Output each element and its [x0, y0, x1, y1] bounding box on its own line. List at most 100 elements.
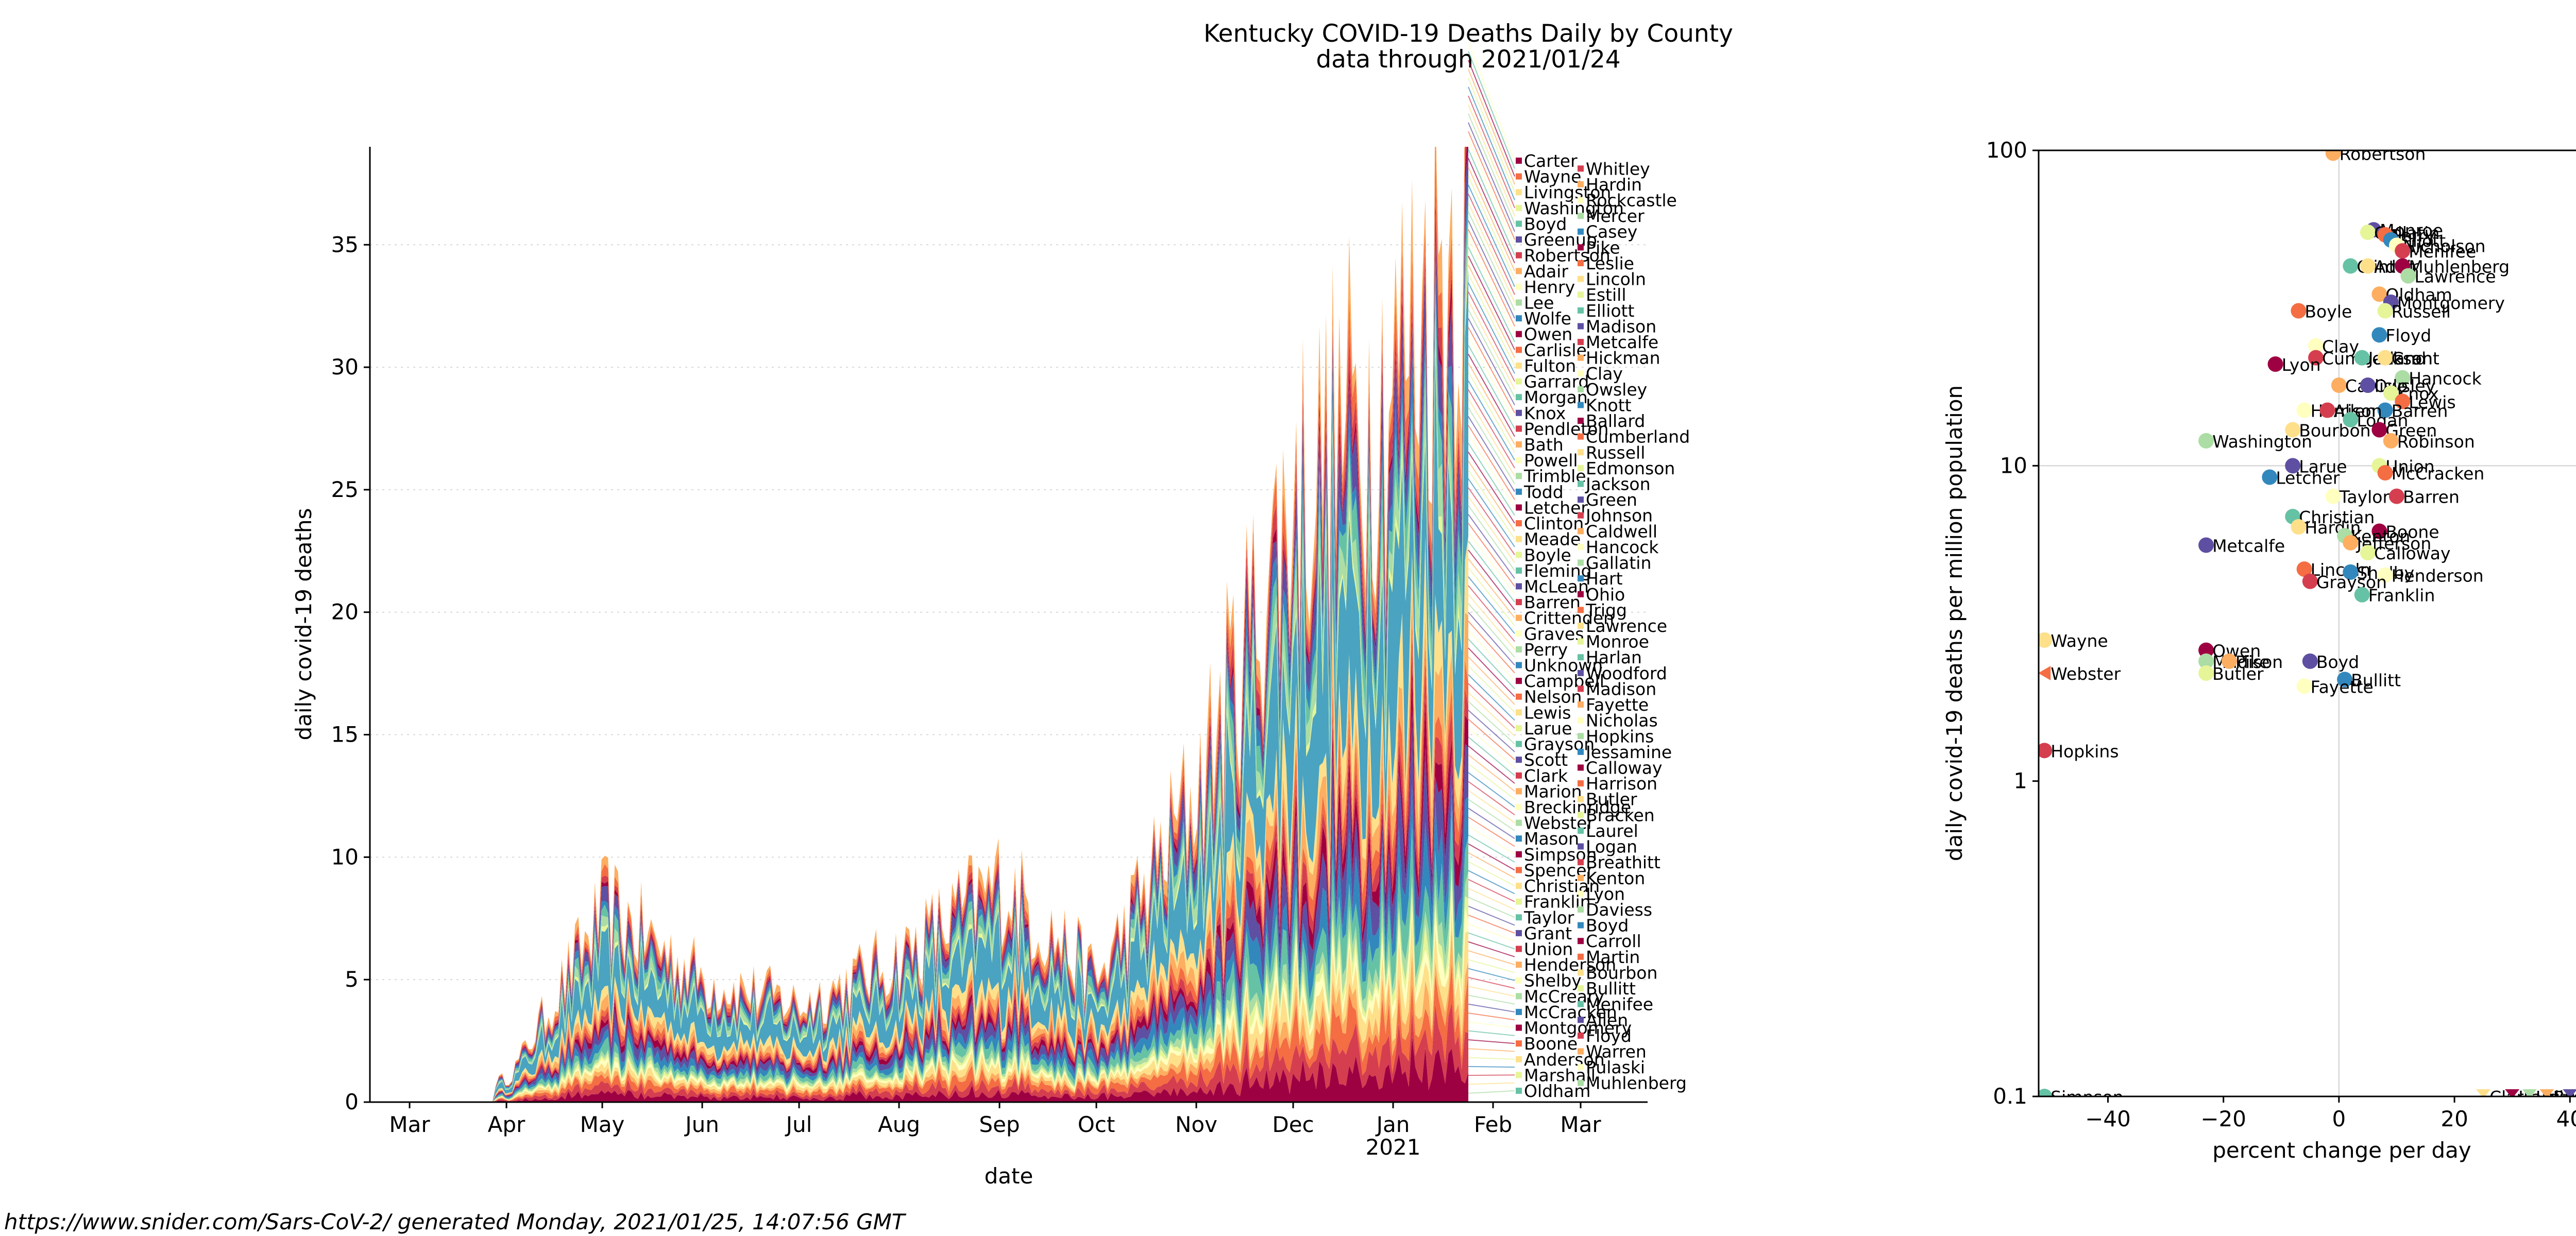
scatter-point-label: Barren — [2403, 487, 2460, 507]
area-label-leader — [1468, 789, 1515, 823]
area-label-text: Fulton — [1524, 356, 1576, 376]
area-label-leader — [1468, 692, 1515, 736]
area-label-leader — [1468, 318, 1515, 405]
area-label-text: Casey — [1586, 222, 1637, 242]
area-label-marker — [1578, 228, 1584, 235]
area-label-text: Logan — [1586, 837, 1637, 857]
scatter-point-label: Owen — [2212, 641, 2261, 661]
area-label-leader — [1468, 1039, 1515, 1044]
area-label-marker — [1578, 543, 1584, 550]
area-series-band — [410, 1002, 1468, 1102]
area-label-leader — [1468, 176, 1515, 279]
area-label-marker — [1578, 717, 1584, 724]
right-axes: 0.1 1 10 100 −40 −20 0 20 40 percent change per d… — [1942, 138, 2576, 1163]
area-label-text: Carter — [1524, 151, 1578, 171]
area-label-text: Madison — [1586, 679, 1656, 699]
area-label-text: Bullitt — [1586, 978, 1636, 999]
area-label-text: Knox — [1524, 403, 1566, 423]
area-label-leader — [1468, 327, 1515, 414]
area-label-leader — [1468, 665, 1515, 713]
area-label-marker — [1516, 536, 1522, 542]
area-label-text: Breathitt — [1586, 852, 1660, 872]
area-label-leader — [1468, 683, 1515, 729]
area-label-marker — [1516, 788, 1522, 795]
area-label-leader — [1468, 220, 1515, 319]
area-label-marker — [1578, 213, 1584, 219]
area-label-marker — [1516, 331, 1522, 337]
area-label-marker — [1578, 780, 1584, 787]
left-x-tick-label: Nov — [1175, 1112, 1217, 1137]
area-label-leader — [1468, 852, 1515, 879]
scatter-point-label: Franklin — [2368, 586, 2435, 606]
area-label-marker — [1516, 977, 1522, 984]
area-label-text: Shelby — [1524, 971, 1582, 991]
area-label-leader — [1468, 656, 1515, 705]
area-label-text: Laurel — [1586, 821, 1638, 841]
area-label-leader — [1468, 211, 1515, 311]
right-x-tick-label: −40 — [2085, 1106, 2131, 1131]
area-label-text: Greenup — [1524, 230, 1597, 250]
area-label-leader — [1468, 442, 1515, 516]
scatter-point — [2308, 338, 2324, 354]
scatter-point — [2296, 402, 2312, 418]
area-label-leader — [1468, 309, 1515, 398]
scatter-point — [2039, 743, 2053, 759]
area-label-marker — [1578, 623, 1584, 629]
area-label-marker — [1516, 835, 1522, 842]
scatter-point-label: Boyle — [2304, 301, 2352, 321]
area-label-text: Ohio — [1586, 585, 1625, 605]
scatter-points: RobertsonMonroeGallatinPerryElliottNicho… — [2039, 150, 2576, 1096]
area-label-leader — [1468, 452, 1515, 524]
scatter-point-label: Muhlenberg — [2409, 256, 2510, 277]
area-label-marker — [1516, 693, 1522, 700]
scatter-point-label: Barren — [2392, 401, 2448, 421]
area-label-text: Unknown — [1524, 656, 1603, 676]
area-label-text: Pulaski — [1586, 1057, 1645, 1077]
area-label-leader — [1468, 78, 1515, 193]
area-label-leader — [1468, 354, 1515, 437]
scatter-point — [2354, 587, 2370, 603]
scatter-point — [2522, 1089, 2537, 1096]
area-label-text: Knott — [1586, 395, 1632, 415]
scatter-point — [2371, 286, 2387, 302]
scatter-point — [2198, 665, 2214, 681]
area-label-text: Perry — [1524, 640, 1568, 660]
scatter-point-label: Cumberland — [2322, 349, 2426, 369]
area-label-marker — [1516, 1024, 1522, 1031]
scatter-point — [2371, 422, 2387, 438]
area-label-text: Jessamine — [1585, 742, 1672, 762]
scatter-point-label: Lawrence — [2414, 267, 2496, 287]
area-label-marker — [1516, 1088, 1522, 1094]
scatter-point — [2360, 377, 2376, 393]
area-label-leader — [1468, 550, 1515, 611]
area-label-text: Carroll — [1586, 931, 1641, 951]
left-x-tick-label: Apr — [488, 1112, 526, 1137]
scatter-point — [2395, 370, 2411, 386]
area-label-leader — [1468, 68, 1515, 185]
scatter-point — [2296, 678, 2312, 694]
area-label-marker — [1516, 441, 1522, 448]
area-label-leader — [1468, 1003, 1515, 1012]
left-x-tick-label: Feb — [1474, 1112, 1512, 1137]
scatter-point — [2039, 632, 2053, 648]
area-label-marker — [1516, 630, 1522, 637]
area-label-leader — [1468, 131, 1515, 240]
area-label-text: Russell — [1586, 442, 1645, 462]
left-x-axis-title: date — [985, 1163, 1033, 1189]
left-x-year-label: 2021 — [1366, 1135, 1421, 1160]
area-label-marker — [1578, 859, 1584, 866]
right-gridlines — [2039, 150, 2576, 1096]
right-x-tick-label: 40 — [2556, 1106, 2576, 1131]
area-label-marker — [1516, 1008, 1522, 1015]
area-label-leader — [1468, 389, 1515, 469]
left-y-tick-label: 5 — [345, 967, 359, 992]
area-label-marker — [1578, 748, 1584, 755]
area-label-leader — [1468, 558, 1515, 619]
area-label-marker — [1516, 283, 1522, 290]
area-label-text: Metcalfe — [1586, 332, 1658, 352]
area-label-marker — [1516, 220, 1522, 227]
area-label-text: Rockcastle — [1586, 191, 1677, 211]
area-label-marker — [1516, 394, 1522, 401]
area-label-leader — [1468, 300, 1515, 390]
scatter-point-label: Union — [2385, 456, 2434, 476]
